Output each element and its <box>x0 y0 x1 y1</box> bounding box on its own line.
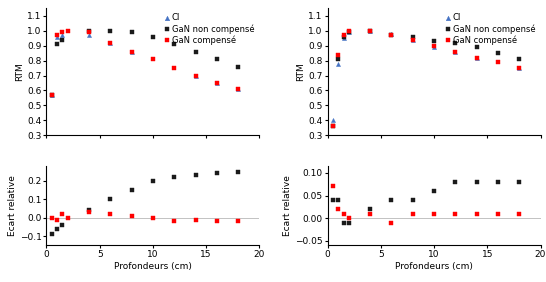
CI <box>367 29 373 32</box>
GaN compensé <box>107 41 114 45</box>
GaN non compensé <box>346 31 352 34</box>
GaN non compensé <box>107 29 114 32</box>
CI <box>86 34 92 37</box>
GaN non compensé <box>335 58 341 61</box>
Line: CI: CI <box>50 33 240 97</box>
GaN compensé <box>367 29 373 32</box>
GaN non compensé <box>410 35 416 38</box>
X-axis label: Profondeurs (cm): Profondeurs (cm) <box>114 262 192 271</box>
GaN compensé <box>128 50 135 53</box>
GaN non compensé <box>473 45 480 49</box>
GaN non compensé <box>452 41 459 45</box>
GaN non compensé <box>192 50 199 53</box>
CI <box>49 93 55 97</box>
Line: GaN compensé: GaN compensé <box>50 29 240 97</box>
GaN compensé <box>64 29 71 32</box>
GaN compensé <box>54 34 61 37</box>
CI <box>330 119 336 122</box>
Y-axis label: RTM: RTM <box>296 63 306 81</box>
Legend: CI, GaN non compensé, GaN compensé: CI, GaN non compensé, GaN compensé <box>163 13 255 46</box>
CI <box>192 74 199 77</box>
CI <box>431 45 437 49</box>
GaN compensé <box>330 125 336 128</box>
GaN non compensé <box>495 52 501 55</box>
GaN compensé <box>235 87 241 91</box>
CI <box>516 67 523 70</box>
CI <box>410 38 416 41</box>
GaN compensé <box>516 67 523 70</box>
Line: CI: CI <box>331 29 521 122</box>
CI <box>235 87 241 91</box>
GaN compensé <box>495 60 501 64</box>
GaN non compensé <box>367 29 373 32</box>
GaN compensé <box>431 44 437 47</box>
GaN compensé <box>59 31 66 34</box>
GaN non compensé <box>171 43 177 46</box>
GaN non compensé <box>235 65 241 68</box>
GaN compensé <box>213 81 220 85</box>
Legend: CI, GaN non compensé, GaN compensé: CI, GaN non compensé, GaN compensé <box>444 13 536 46</box>
CI <box>59 34 66 37</box>
Line: GaN compensé: GaN compensé <box>331 29 521 128</box>
GaN compensé <box>171 67 177 70</box>
CI <box>452 50 459 53</box>
CI <box>128 50 135 53</box>
Line: GaN non compensé: GaN non compensé <box>331 29 521 128</box>
Y-axis label: Ecart relative: Ecart relative <box>283 175 292 236</box>
GaN non compensé <box>388 34 395 37</box>
CI <box>213 81 220 85</box>
Y-axis label: RTM: RTM <box>15 63 25 81</box>
GaN compensé <box>388 34 395 37</box>
GaN non compensé <box>431 39 437 43</box>
GaN non compensé <box>128 31 135 34</box>
GaN non compensé <box>516 58 523 61</box>
GaN non compensé <box>86 29 92 32</box>
GaN compensé <box>346 29 352 32</box>
CI <box>54 35 61 38</box>
CI <box>346 31 352 34</box>
GaN compensé <box>473 56 480 60</box>
GaN non compensé <box>54 43 61 46</box>
GaN compensé <box>150 58 156 61</box>
GaN compensé <box>340 34 347 37</box>
CI <box>335 62 341 65</box>
X-axis label: Profondeurs (cm): Profondeurs (cm) <box>395 262 473 271</box>
GaN non compensé <box>150 35 156 38</box>
CI <box>340 37 347 40</box>
Line: GaN non compensé: GaN non compensé <box>50 29 240 97</box>
GaN compensé <box>335 53 341 56</box>
CI <box>107 41 114 45</box>
GaN compensé <box>452 50 459 53</box>
GaN compensé <box>410 38 416 41</box>
GaN non compensé <box>59 38 66 41</box>
Y-axis label: Ecart relative: Ecart relative <box>8 175 17 236</box>
CI <box>473 56 480 60</box>
GaN compensé <box>192 74 199 77</box>
GaN non compensé <box>49 93 55 97</box>
GaN non compensé <box>340 35 347 38</box>
GaN non compensé <box>213 58 220 61</box>
CI <box>388 32 395 36</box>
GaN compensé <box>86 31 92 34</box>
GaN non compensé <box>330 125 336 128</box>
GaN compensé <box>49 93 55 97</box>
